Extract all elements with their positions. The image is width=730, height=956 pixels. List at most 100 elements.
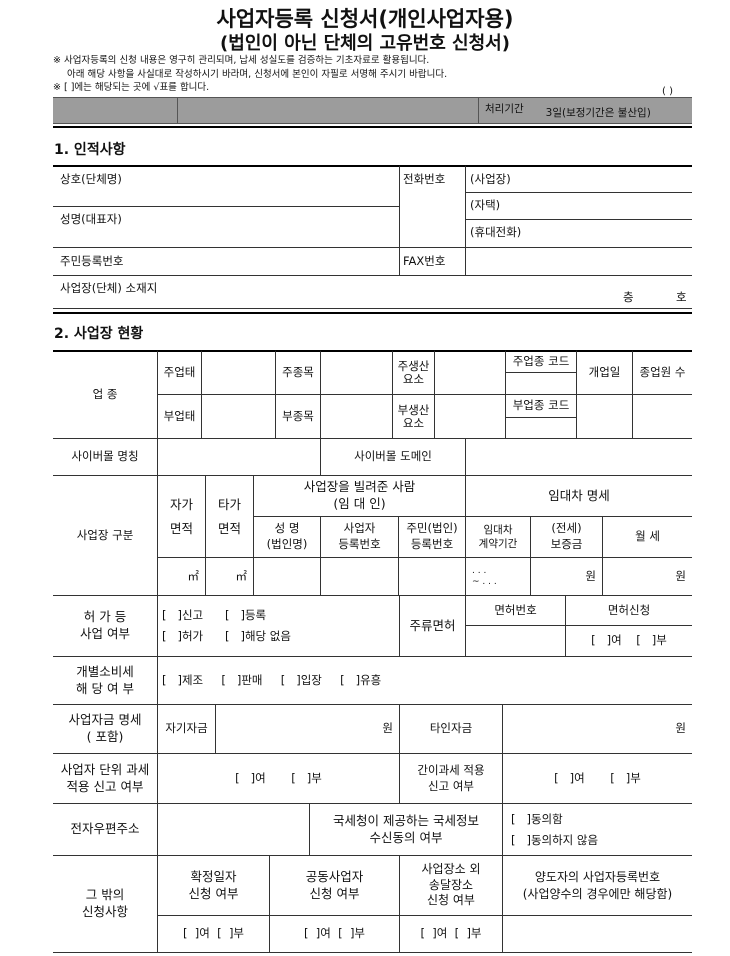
sub-code-label: 부업종 코드	[505, 394, 576, 418]
form-title: 사업자등록 신청서(개인사업자용)	[216, 7, 514, 31]
receipt-date-cell	[177, 97, 479, 124]
industry-label: 업 종	[53, 350, 157, 439]
trade-name-field[interactable]: 상호(단체명)	[53, 165, 399, 207]
delivery-place-label: 사업장소 외 송달장소 신청 여부	[399, 855, 502, 916]
permit-options[interactable]: [ ]신고 [ ]등록 [ ]허가 [ ]해당 없음	[157, 595, 399, 657]
lessor-header: 사업장을 빌려준 사람 (임 대 인)	[253, 475, 465, 517]
sub-type-field[interactable]	[201, 394, 275, 439]
main-item-field[interactable]	[320, 350, 392, 395]
deposit-field[interactable]: 원	[530, 557, 602, 596]
license-no-label: 면허번호	[465, 595, 565, 626]
phone-business-label: (사업장)	[470, 172, 511, 186]
lessor-resno-field[interactable]	[398, 557, 465, 596]
email-label: 전자우편주소	[53, 803, 157, 856]
license-no-field[interactable]	[465, 625, 565, 657]
simple-tax-options[interactable]: [ ]여 [ ]부	[502, 753, 692, 804]
main-type-field[interactable]	[201, 350, 275, 395]
permit-label: 허 가 등 사업 여부	[53, 595, 157, 657]
license-apply-label: 면허신청	[565, 595, 692, 626]
fax-field[interactable]	[465, 247, 692, 276]
phone-label-cell: 전화번호	[399, 165, 465, 248]
delivery-place-options[interactable]: [ ]여 [ ]부	[399, 915, 502, 953]
funds-label: 사업자금 명세 ( 포함)	[53, 704, 157, 754]
representative-name-field[interactable]: 성명(대표자)	[53, 206, 399, 248]
fax-label: FAX번호	[403, 253, 446, 268]
address-label: 사업장(단체) 소재지	[60, 281, 158, 295]
phone-mobile-label: (휴대전화)	[470, 225, 522, 239]
address-field[interactable]: 사업장(단체) 소재지	[53, 275, 692, 309]
other-funds-label: 타인자금	[399, 704, 502, 754]
own-funds-field[interactable]: 원	[215, 704, 399, 754]
divider	[53, 312, 692, 314]
phone-mobile-field[interactable]: (휴대전화)	[465, 219, 692, 248]
other-requests-label: 그 밖의 신청사항	[53, 855, 157, 953]
processing-label: 처리기간	[485, 103, 524, 115]
permit-option-row2[interactable]: [ ]허가 [ ]해당 없음	[162, 629, 291, 643]
email-field[interactable]	[157, 803, 309, 856]
own-funds-label: 자기자금	[157, 704, 215, 754]
page-mark: ( )	[662, 86, 673, 97]
lease-details-header: 임대차 명세	[465, 475, 692, 517]
phone-business-field[interactable]: (사업장)	[465, 165, 692, 193]
fax-label-cell: FAX번호	[399, 247, 465, 276]
cybermall-domain-field[interactable]	[465, 438, 692, 476]
unit-tax-label: 사업자 단위 과세 적용 신고 여부	[53, 753, 157, 804]
main-code-field[interactable]	[505, 372, 576, 395]
cybermall-name-label: 사이버몰 명칭	[53, 438, 157, 476]
liquor-license-label: 주류면허	[399, 595, 465, 657]
joint-business-label: 공동사업자 신청 여부	[269, 855, 399, 916]
other-funds-field[interactable]: 원	[502, 704, 692, 754]
section2-heading: 2. 사업장 현황	[54, 326, 144, 342]
fixed-date-options[interactable]: [ ]여 [ ]부	[157, 915, 269, 953]
open-date-field[interactable]	[576, 394, 632, 439]
lease-period-label: 임대차 계약기간	[465, 516, 530, 558]
notice-3: ※ [ ]에는 해당되는 곳에 √표를 합니다.	[53, 82, 210, 93]
lessor-name-field[interactable]	[253, 557, 320, 596]
phone-label: 전화번호	[403, 172, 446, 186]
main-factor-field[interactable]	[434, 350, 505, 395]
receipt-no-cell	[53, 97, 178, 124]
excise-label: 개별소비세 해 당 여 부	[53, 656, 157, 705]
cybermall-name-field[interactable]	[157, 438, 320, 476]
processing-period-cell: 처리기간 3일(보정기간은 불산입)	[478, 97, 692, 124]
phone-home-field[interactable]: (자택)	[465, 192, 692, 220]
transferor-no-label: 양도자의 사업자등록번호 (사업양수의 경우에만 해당함)	[502, 855, 692, 916]
section1-heading: 1. 인적사항	[54, 142, 126, 158]
main-item-label: 주종목	[275, 350, 320, 395]
main-code-label: 주업종 코드	[505, 350, 576, 373]
nts-consent-label: 국세청이 제공하는 국세정보 수신동의 여부	[309, 803, 502, 856]
consent-yes-option[interactable]: [ ]동의함	[511, 811, 563, 826]
employees-field[interactable]	[632, 394, 692, 439]
notice-1: ※ 사업자등록의 신청 내용은 영구히 관리되며, 납세 성실도를 검증하는 기…	[53, 55, 430, 66]
nts-consent-options[interactable]: [ ]동의함 [ ]동의하지 않음	[502, 803, 692, 856]
transferor-no-field[interactable]	[502, 915, 692, 953]
employees-label: 종업원 수	[632, 350, 692, 395]
monthly-rent-field[interactable]: 원	[602, 557, 692, 596]
phone-home-label: (자택)	[470, 198, 501, 212]
unit-tax-options[interactable]: [ ]여 [ ]부	[157, 753, 399, 804]
name-label: 성명(대표자)	[60, 212, 122, 226]
excise-options[interactable]: [ ]제조 [ ]판매 [ ]입장 [ ]유흥	[157, 656, 692, 705]
fixed-date-label: 확정일자 신청 여부	[157, 855, 269, 916]
other-area-field[interactable]: ㎡	[205, 557, 253, 596]
sub-item-field[interactable]	[320, 394, 392, 439]
other-area-label: 타가 면적	[205, 475, 253, 558]
sub-code-field[interactable]	[505, 417, 576, 439]
lessor-bizno-field[interactable]	[320, 557, 398, 596]
consent-no-option[interactable]: [ ]동의하지 않음	[511, 832, 599, 847]
sub-item-label: 부종목	[275, 394, 320, 439]
resident-no-field[interactable]: 주민등록번호	[53, 247, 399, 276]
simple-tax-label: 간이과세 적용 신고 여부	[399, 753, 502, 804]
license-apply-options[interactable]: [ ]여 [ ]부	[565, 625, 692, 657]
divider	[53, 126, 692, 128]
joint-business-options[interactable]: [ ]여 [ ]부	[269, 915, 399, 953]
own-area-field[interactable]: ㎡	[157, 557, 205, 596]
sub-factor-field[interactable]	[434, 394, 505, 439]
processing-value: 3일(보정기간은 불산입)	[545, 107, 651, 119]
monthly-rent-label: 월 세	[602, 516, 692, 558]
floor-label: 층	[623, 290, 634, 304]
lease-period-field[interactable]: . . . ~ . . .	[465, 557, 530, 596]
permit-option-row1[interactable]: [ ]신고 [ ]등록	[162, 608, 267, 623]
deposit-label: (전세) 보증금	[530, 516, 602, 558]
